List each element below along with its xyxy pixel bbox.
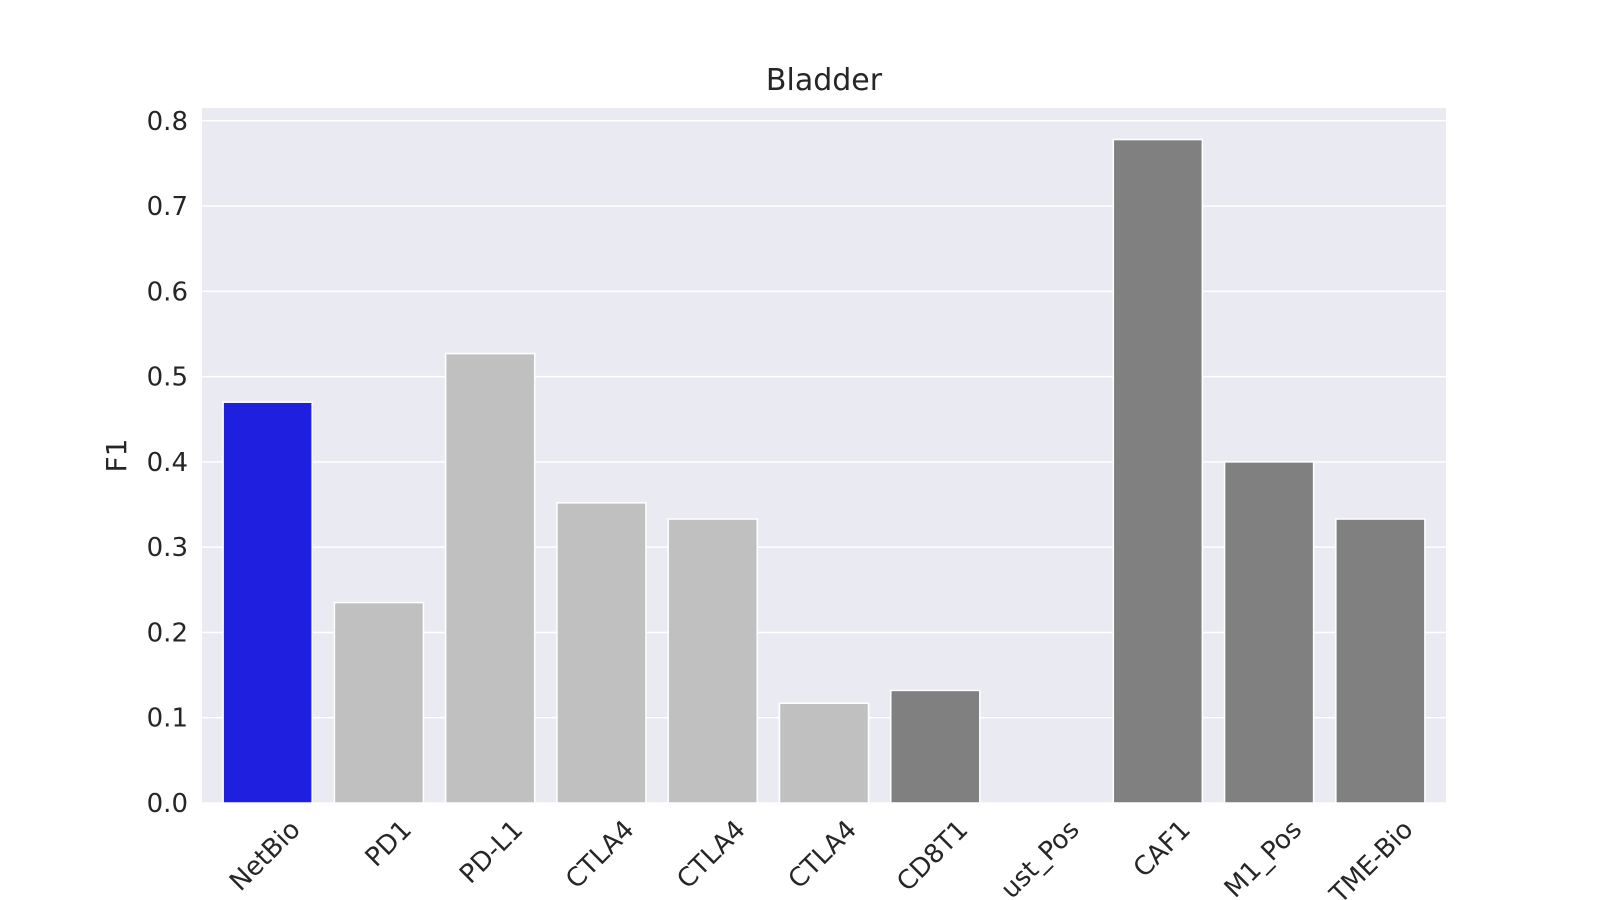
y-tick-label: 0.8 bbox=[147, 107, 188, 137]
x-tick-label: CTLA4 bbox=[671, 815, 751, 895]
x-tick-label: NetBio bbox=[224, 815, 306, 897]
bar bbox=[1112, 138, 1204, 804]
bar bbox=[778, 702, 870, 804]
bar bbox=[1335, 518, 1426, 804]
y-axis-ticks: 0.0 0.1 0.2 0.3 0.4 0.5 0.6 0.7 0.8 bbox=[147, 107, 188, 819]
x-tick-label: CD8T1 bbox=[891, 815, 974, 898]
x-axis-ticks: NetBio PD1 PD-L1 CTLA4 CTLA4 CTLA4 CD8T1 ust_Po… bbox=[224, 815, 1419, 900]
x-tick-label: CAF1 bbox=[1128, 815, 1197, 884]
bar bbox=[1223, 461, 1315, 804]
x-tick-label: PD1 bbox=[360, 815, 418, 873]
bar bbox=[222, 401, 313, 804]
bar bbox=[444, 352, 536, 804]
x-tick-label: PD-L1 bbox=[454, 815, 529, 890]
bar bbox=[667, 518, 758, 804]
bar bbox=[890, 689, 981, 804]
y-tick-label: 0.0 bbox=[147, 789, 188, 819]
x-tick-label: CTLA4 bbox=[783, 815, 863, 895]
bar bbox=[333, 601, 425, 804]
x-tick-label: TME-Bio bbox=[1324, 815, 1420, 900]
y-tick-label: 0.6 bbox=[147, 277, 188, 307]
y-tick-label: 0.3 bbox=[147, 533, 188, 563]
bars bbox=[222, 138, 1426, 804]
chart-title: Bladder bbox=[766, 63, 883, 98]
x-tick-label: M1_Pos bbox=[1219, 815, 1308, 900]
y-axis-label: F1 bbox=[100, 439, 133, 473]
y-tick-label: 0.1 bbox=[147, 704, 188, 734]
bar bbox=[556, 502, 647, 804]
y-tick-label: 0.7 bbox=[147, 192, 188, 222]
x-tick-label: ust_Pos bbox=[995, 815, 1085, 900]
y-tick-label: 0.4 bbox=[147, 448, 188, 478]
y-tick-label: 0.2 bbox=[147, 618, 188, 648]
x-tick-label: CTLA4 bbox=[560, 815, 640, 895]
y-tick-label: 0.5 bbox=[147, 363, 188, 393]
